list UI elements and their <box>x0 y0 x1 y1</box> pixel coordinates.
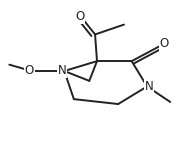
Text: N: N <box>58 64 66 77</box>
Text: O: O <box>160 37 169 50</box>
Text: N: N <box>145 80 153 93</box>
Text: O: O <box>25 64 34 78</box>
Text: O: O <box>75 10 84 23</box>
